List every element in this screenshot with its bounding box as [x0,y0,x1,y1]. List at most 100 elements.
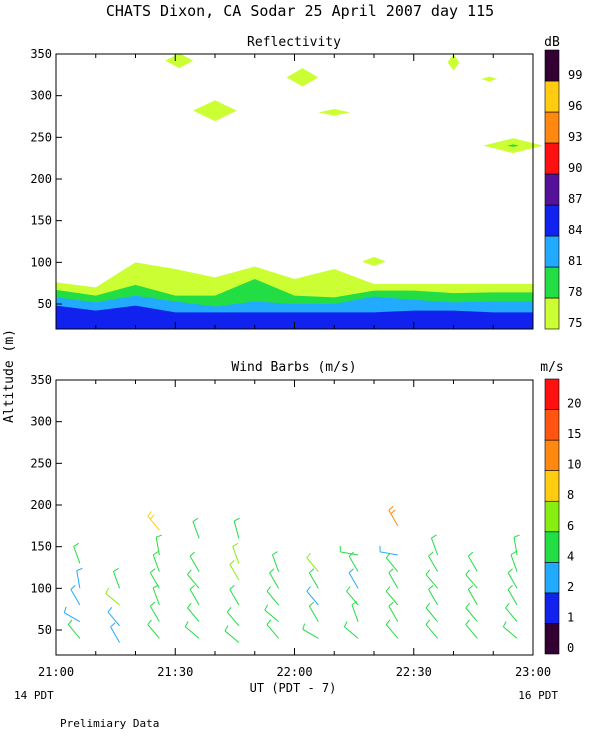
wind-barb [385,552,399,572]
reflectivity-colorbar-label-81: 81 [568,254,582,268]
wind-barb [229,585,240,606]
wind-barb [155,534,162,556]
wind-barb-feather [266,619,272,625]
wind-barb-feather [431,534,437,539]
wind-barb-staff [189,589,200,606]
wind-barb-feather [152,584,159,589]
wind-barb-feather [507,585,513,590]
reflectivity-colorbar-label-84: 84 [568,223,582,237]
figure-title: CHATS Dixon, CA Sodar 25 April 2007 day … [106,2,494,20]
wind-barb [226,607,240,627]
reflectivity-patch-4 [362,256,386,267]
wind-barb-staff [467,589,478,606]
wind-barb-staff [266,624,279,639]
wind-barb-feather [152,551,159,556]
wind-barb-feather [306,552,311,559]
y-tick-label: 50 [38,297,52,311]
wind-barb-staff [346,590,359,606]
wind-barb-feather [465,569,470,575]
wind-barb-feather [107,607,113,613]
wind-colorbar-swatch-7 [544,409,560,441]
wind-barb-feather [465,619,470,625]
wind-barb-staff [271,554,280,572]
reflectivity-colorbar-swatch-87 [544,173,560,206]
wind-barb-feather [264,604,269,611]
wind-barb-feather [388,505,394,511]
wind-barb-feather [302,623,306,630]
wind-barb [187,602,200,622]
wind-barb-staff [351,604,359,622]
wind-barb-feather [150,568,156,574]
wind-barb-feather [113,567,119,572]
reflectivity-colorbar-unit: dB [544,35,560,50]
wind-barb [233,517,240,539]
wind-barb-feather [513,534,520,538]
wind-barb-staff [110,626,121,643]
reflectivity-colorbar-swatch-96 [544,80,560,113]
wind-barb-staff [388,572,399,589]
y-tick-label: 100 [30,255,52,269]
wind-barb-staff [306,557,319,572]
wind-barb-feather [385,552,391,559]
wind-barb-feather [184,621,189,627]
wind-barb-staff [147,624,160,639]
wind-barb-staff [388,605,399,622]
wind-barb [224,625,240,643]
wind-barb [379,545,398,556]
wind-colorbar-unit: m/s [540,360,563,375]
wind-colorbar-swatch-2 [544,562,560,594]
wind-barb [232,542,240,564]
wind-colorbar-label-5: 8 [567,488,574,502]
reflectivity-colorbar-swatch-84 [544,204,560,237]
y-tick-label: 50 [38,623,52,637]
wind-barb [308,568,319,589]
wind-barbs-panel: Wind Barbs (m/s) 50 100 150 200 250 300 350 0 1… [30,360,581,656]
wind-barb [266,586,279,606]
wind-barb-staff [73,546,81,564]
wind-barb-feather [385,586,391,592]
wind-barb-feather [192,517,199,522]
reflectivity-colorbar-label-87: 87 [568,192,582,206]
reflectivity-panel: Reflectivity 50 100 150 200 250 300 350 75 78 81… [30,35,582,330]
wind-colorbar-label-3: 4 [567,549,574,563]
wind-barb-staff [502,626,518,639]
wind-barb-feather [150,601,156,607]
wind-barb-feather [388,601,394,607]
wind-barb [302,623,319,639]
left-time-note: 14 PDT [14,689,54,702]
wind-barb [189,585,200,606]
x-axis-ticks: 21:00 21:30 22:00 22:30 23:00 [38,665,551,679]
reflectivity-colorbar-label-90: 90 [568,161,582,175]
wind-barb [428,585,439,606]
x-tick-label: 21:30 [157,665,193,679]
y-tick-label: 350 [30,373,52,387]
wind-barb [269,568,280,589]
wind-barb [425,569,438,589]
wind-barb [189,551,200,572]
wind-barb-feather [428,551,434,557]
wind-barb [73,542,81,564]
wind-barb [229,560,240,581]
x-tick-label: 21:00 [38,665,74,679]
wind-barb-feather [70,585,76,590]
wind-barb-staff [149,572,160,589]
wind-barb-feather [390,509,396,515]
wind-barb-staff [425,574,438,589]
wind-barb [306,552,319,572]
wind-barb-feather [67,619,73,625]
wind-barb-staff [152,554,160,572]
footer-note: Prelimiary Data [60,717,159,730]
reflectivity-patch-6 [481,76,498,82]
wind-barb-staff [308,605,319,622]
wind-barb-feather [272,551,278,556]
wind-barb-feather [309,601,315,607]
reflectivity-colorbar-label-75: 75 [568,316,582,330]
wind-barb-feather [269,568,275,574]
wind-barb-feather [425,569,431,575]
wind-colorbar-label-1: 1 [567,610,574,624]
wind-barb-staff [507,589,518,606]
wind-barb-staff [385,590,399,606]
wind-barb-feather [233,517,240,522]
wind-barb-staff [112,571,121,589]
